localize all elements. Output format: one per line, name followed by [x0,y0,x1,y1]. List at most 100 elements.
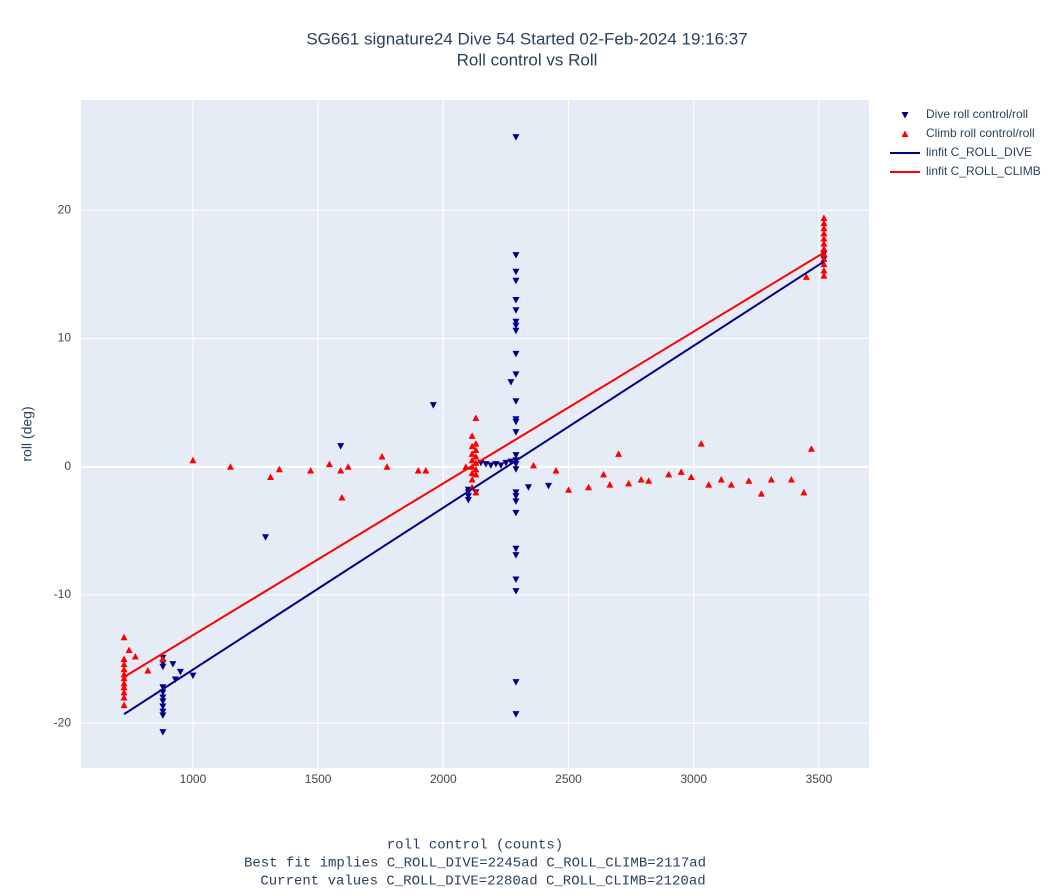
point [820,234,828,242]
plot-area [81,100,869,768]
point [472,465,480,473]
point [767,476,775,483]
point [464,493,472,500]
point [512,318,520,326]
point [120,660,128,668]
point [307,467,315,474]
point [820,255,828,262]
point [468,469,476,477]
legend-swatch [901,130,909,137]
point [472,414,480,421]
point [820,260,828,268]
marks [120,134,828,736]
point [645,477,653,484]
point [600,470,608,478]
point [120,701,128,709]
point [120,633,128,641]
point [807,445,815,452]
point [512,371,520,378]
point [159,694,167,701]
point [512,711,520,718]
point [472,470,480,478]
point [338,493,346,501]
point [512,297,520,304]
y-tick-label: -20 [54,715,72,729]
point [820,219,828,227]
point [131,652,139,660]
point [512,327,520,335]
x-tick-label: 3000 [680,772,707,786]
point [512,552,520,559]
x-tick-label: 3500 [806,772,833,786]
point [512,493,520,500]
note: Best fit implies C_ROLL_DIVE=2245ad C_RO… [244,856,706,872]
point [512,350,520,358]
point [637,476,645,483]
point [512,134,520,141]
point [820,267,828,274]
point [507,379,515,386]
legend-label: Climb roll control/roll [926,126,1035,140]
legend-label: linfit C_ROLL_DIVE [926,145,1032,159]
point [120,693,128,701]
point [512,452,520,459]
point [529,461,537,469]
point [665,470,673,478]
point [497,462,505,469]
point [383,463,391,470]
x-axis-title: roll control (counts) [387,838,563,854]
point [565,486,573,493]
point [262,534,270,541]
point [159,712,167,719]
point [159,729,167,736]
point [820,240,828,247]
point [144,667,152,674]
point [512,545,520,553]
point [544,482,552,490]
point [429,402,437,409]
chart-title: SG661 signature24 Dive 54 Started 02-Feb… [306,29,747,48]
point [512,679,520,686]
point [468,456,476,464]
point [337,467,345,474]
point [414,467,422,474]
point [120,679,128,687]
point [512,576,520,584]
legend-swatch [901,112,909,119]
point [820,229,828,237]
point [422,467,430,474]
point [120,655,128,663]
point [512,588,520,595]
chart-subtitle: Roll control vs Roll [457,50,598,69]
point [159,663,167,671]
point [512,307,520,314]
point [512,498,520,505]
point [267,473,275,480]
point [512,509,520,517]
point [512,418,520,426]
point [787,476,795,483]
point [512,277,520,285]
point [468,442,476,450]
point [625,479,633,487]
point [275,465,283,473]
x-tick-label: 1500 [305,772,332,786]
point [820,245,828,252]
point [472,452,480,460]
point [705,481,713,488]
point [378,452,386,460]
point [169,661,177,668]
point [176,668,184,676]
point [820,214,828,221]
point [717,476,725,483]
point [468,476,476,483]
point [120,665,128,673]
point [512,268,520,276]
legend-label: Dive roll control/roll [926,107,1028,121]
point [472,446,480,454]
point [189,672,197,680]
point [159,708,167,716]
point [615,450,623,457]
point [344,463,352,470]
point [472,488,480,496]
